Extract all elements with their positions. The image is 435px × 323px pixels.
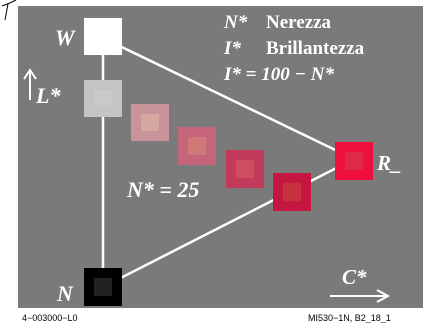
- corner-mark: [1, 0, 17, 21]
- sample-inner-3: [188, 137, 206, 155]
- edge-w-r: [102, 36, 355, 161]
- legend-text-2: Brillantezza: [266, 38, 365, 59]
- chroma-axis-arrow: [330, 289, 391, 303]
- axis-label-chroma: C*: [342, 265, 367, 289]
- white-vertex-square: [84, 18, 122, 55]
- legend: N* Nerezza I* Brillantezza I* = 100 − N*: [223, 12, 365, 85]
- footer-right: MI530−1N, B2_18_1: [308, 313, 391, 323]
- legend-formula: I* = 100 − N*: [223, 64, 334, 85]
- black-vertex-inner: [94, 278, 112, 296]
- sample-series: [84, 80, 311, 211]
- sample-inner-5: [283, 183, 301, 201]
- footer-left: 4−003000−L0: [22, 313, 78, 323]
- red-vertex-inner: [345, 152, 363, 170]
- lightness-axis-arrow: [23, 68, 37, 100]
- sample-inner-1: [94, 90, 112, 107]
- series-label: N* = 25: [126, 177, 199, 202]
- legend-symbol-2: I*: [223, 38, 241, 59]
- edge-n-r: [102, 157, 355, 289]
- vertex-label-n: N: [56, 281, 74, 306]
- vertex-label-w: W: [55, 25, 76, 50]
- sample-inner-2: [141, 114, 159, 131]
- sample-inner-4: [236, 160, 254, 178]
- vertex-label-r: R_: [376, 151, 402, 175]
- legend-symbol-1: N*: [223, 12, 248, 33]
- axis-label-lightness: L*: [35, 83, 61, 108]
- legend-text-1: Nerezza: [266, 12, 332, 33]
